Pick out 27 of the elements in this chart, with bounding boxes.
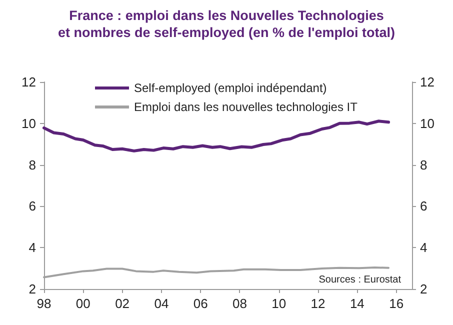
annotation: Sources : Eurostat xyxy=(318,274,402,286)
y-tick-label: 8 xyxy=(28,157,36,172)
y2-tick-label: 12 xyxy=(420,74,434,90)
y-tick-label: 4 xyxy=(28,240,36,256)
x-tick-label: 12 xyxy=(310,296,326,311)
legend-label: Self-employed (emploi indépendant) xyxy=(134,81,327,95)
x-tick-label: 04 xyxy=(154,296,169,311)
x-tick-label: 10 xyxy=(272,296,286,311)
x-tick-label: 02 xyxy=(115,296,130,311)
y2-tick-label: 6 xyxy=(420,198,428,214)
y2-tick-label: 4 xyxy=(420,240,428,256)
line-series xyxy=(42,120,390,152)
y2-tick-label: 10 xyxy=(420,116,434,131)
y2-tick-label: 8 xyxy=(420,157,428,172)
x-tick-label: 06 xyxy=(193,296,208,311)
x-tick-label: 98 xyxy=(36,296,52,311)
y2-tick-label: 2 xyxy=(420,282,428,296)
y-tick-label: 12 xyxy=(22,74,36,90)
x-tick-label: 14 xyxy=(350,296,364,311)
legend-label: Emploi dans les nouvelles technologies IT xyxy=(134,100,358,114)
y-tick-label: 2 xyxy=(28,282,36,296)
x-tick-label: 00 xyxy=(76,296,90,311)
y-tick-label: 10 xyxy=(22,116,36,131)
x-tick-label: 16 xyxy=(389,296,404,311)
chart-title: France : emploi dans les Nouvelles Technologies et nombres de self-employed (en % de l'emploi total) xyxy=(58,8,396,40)
x-tick-label: 08 xyxy=(232,296,247,311)
y-tick-label: 6 xyxy=(28,198,36,214)
